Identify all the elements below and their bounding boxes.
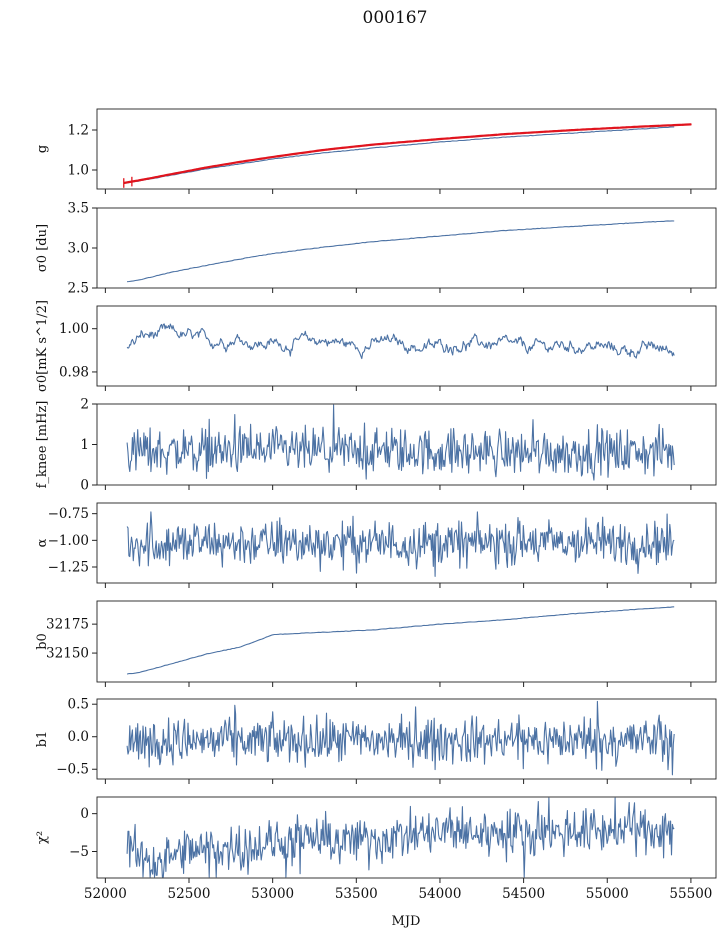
x-tick-label: 53500 [335, 886, 378, 902]
y-axis-label-fknee: f_knee [mHz] [35, 401, 50, 489]
x-tick-label: 55500 [669, 886, 712, 902]
y-tick-label-fknee: 1 [80, 437, 89, 453]
y-tick-label-chi2: −5 [69, 844, 89, 860]
y-tick-label-sigma0-du: 3.0 [68, 241, 89, 257]
x-tick-label: 55000 [586, 886, 629, 902]
y-tick-label-b1: 0.5 [68, 697, 89, 713]
y-tick-label-chi2: 0 [80, 806, 89, 822]
panel-frame-chi2 [96, 796, 717, 879]
series-line-b1-0 [126, 700, 675, 776]
panels-group: 1.0 1.2 g 2.5 3.0 3.5 σ0 [du] 0.98 1.00 σ0[mK s^1… [35, 108, 717, 902]
panel-frame-sigma0-du [96, 207, 717, 289]
panel-sigma0-mks: 0.98 1.00 σ0[mK s^1/2] [35, 300, 717, 392]
y-tick-label-sigma0-mks: 1.00 [59, 321, 89, 337]
y-axis-label-g: g [35, 145, 50, 153]
x-tick-label: 53000 [251, 886, 294, 902]
x-tick-label: 54000 [418, 886, 461, 902]
panel-frame-alpha [96, 502, 717, 584]
panel-sigma0-du: 2.5 3.0 3.5 σ0 [du] [35, 201, 717, 297]
y-tick-label-g: 1.2 [68, 123, 89, 139]
y-tick-label-b1: −0.5 [56, 762, 89, 778]
y-tick-label-fknee: 2 [80, 397, 89, 413]
y-axis-label-chi2: χ² [35, 831, 50, 844]
panel-alpha: −1.25 −1.00 −0.75 α [35, 502, 717, 588]
y-tick-label-b0: 32150 [46, 646, 89, 662]
panel-frame-b0 [96, 600, 717, 683]
panel-chi2: −5 0 52000 52500 53000 53500 54000 54500 55000 55… [35, 796, 717, 902]
panel-b1: −0.5 0.0 0.5 b1 [35, 697, 717, 784]
series-line-fknee-0 [126, 404, 675, 481]
panel-fknee: 0 1 2 f_knee [mHz] [35, 397, 717, 494]
y-tick-label-alpha: −0.75 [48, 506, 89, 522]
y-axis-label-b0: b0 [35, 633, 50, 650]
y-tick-label-b0: 32175 [46, 617, 89, 633]
x-tick-label: 54500 [502, 886, 545, 902]
panel-g: 1.0 1.2 g [35, 108, 717, 194]
panel-frame-b1 [96, 698, 717, 780]
series-line-sigma0-mks-0 [126, 323, 675, 360]
series-line-alpha-0 [126, 511, 675, 577]
y-axis-label-sigma0-du: σ0 [du] [35, 224, 50, 272]
y-axis-label-b1: b1 [35, 731, 50, 748]
y-axis-label-sigma0-mks: σ0[mK s^1/2] [35, 300, 50, 392]
y-tick-label-fknee: 0 [80, 478, 89, 494]
series-line-sigma0-du-0 [127, 220, 675, 283]
series-line-chi2-0 [126, 797, 675, 878]
series-line-b0-0 [126, 606, 675, 675]
x-tick-label: 52000 [84, 886, 127, 902]
series-line-g-0 [125, 126, 675, 184]
y-tick-label-b1: 0.0 [68, 729, 89, 745]
x-axis-label: MJD [392, 914, 421, 929]
x-tick-label: 52500 [168, 886, 211, 902]
panel-frame-sigma0-mks [96, 305, 717, 387]
y-tick-label-alpha: −1.25 [48, 560, 89, 576]
y-tick-label-sigma0-du: 3.5 [68, 201, 89, 217]
y-tick-label-sigma0-du: 2.5 [68, 281, 89, 297]
y-tick-label-g: 1.0 [68, 163, 89, 179]
figure-title: 000167 [363, 8, 428, 28]
y-axis-label-alpha: α [35, 538, 50, 547]
fit-line-g [123, 123, 691, 185]
y-tick-label-alpha: −1.00 [48, 533, 89, 549]
y-tick-label-sigma0-mks: 0.98 [59, 364, 89, 380]
panel-frame-g [96, 108, 717, 190]
